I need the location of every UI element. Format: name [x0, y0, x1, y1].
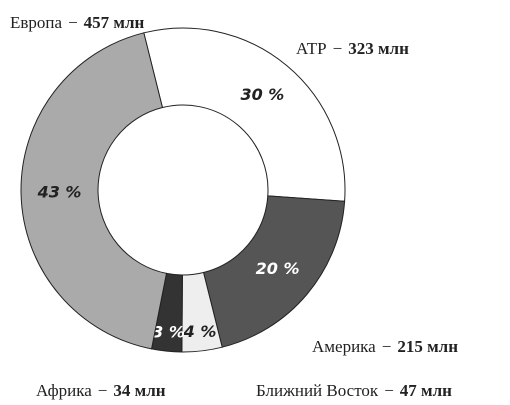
amount-label: 457 млн	[84, 13, 145, 32]
separator: −	[384, 381, 394, 400]
slice	[202, 195, 346, 348]
category-label: Ближний Восток −47 млн	[256, 381, 452, 400]
category-label: АТР −323 млн	[296, 39, 409, 58]
category-label: Африка −34 млн	[36, 381, 166, 400]
category-name: АТР	[296, 39, 327, 58]
category-label: Америка −215 млн	[312, 337, 458, 356]
category-name: Ближний Восток	[256, 381, 379, 400]
separator: −	[382, 337, 392, 356]
percent-label: 43 %	[37, 183, 82, 202]
amount-label: 215 млн	[397, 337, 458, 356]
percent-label: 20 %	[256, 259, 300, 278]
amount-label: 323 млн	[348, 39, 409, 58]
category-label: Европа −457 млн	[10, 13, 145, 32]
slice	[143, 27, 346, 202]
amount-label: 34 млн	[113, 381, 165, 400]
separator: −	[333, 39, 343, 58]
separator: −	[98, 381, 108, 400]
amount-label: 47 млн	[400, 381, 452, 400]
category-name: Африка	[36, 381, 92, 400]
category-name: Америка	[312, 337, 376, 356]
category-name: Европа	[10, 13, 63, 32]
percent-label: 30 %	[240, 85, 284, 104]
percent-label: 4 %	[183, 322, 217, 341]
percent-label: 3 %	[152, 322, 185, 341]
slice	[20, 32, 168, 350]
separator: −	[68, 13, 78, 32]
